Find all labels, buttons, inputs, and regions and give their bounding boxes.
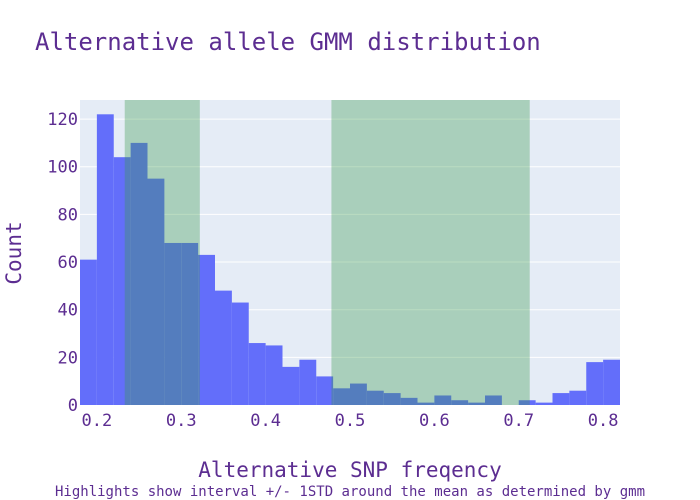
y-tick-label: 40 [58,301,78,321]
y-tick-label: 60 [58,253,78,273]
x-tick-label: 0.7 [503,411,534,431]
histogram-bar [147,178,165,405]
y-tick-label: 120 [47,110,78,130]
x-tick-label: 0.8 [588,411,619,431]
histogram-bar [383,393,401,405]
histogram-bar [198,254,215,405]
histogram-bar [400,397,418,405]
x-tick-label: 0.3 [166,411,197,431]
x-axis-ticks: 0.2 0.3 0.4 0.5 0.6 0.7 0.8 [82,411,619,431]
x-tick-label: 0.2 [82,411,113,431]
y-tick-label: 0 [68,396,78,416]
histogram-bar [80,259,97,405]
x-tick-label: 0.5 [335,411,366,431]
histogram-bar [299,359,317,405]
histogram-bar [164,242,182,405]
histogram-bar [552,393,570,405]
highlight-intervals [124,100,530,405]
histogram-bar [265,345,283,405]
histogram-bar [282,366,300,405]
histogram-bar [248,343,266,405]
histogram-bar [417,402,435,405]
histogram-bar [181,242,199,405]
histogram-bar [485,395,502,405]
histogram-bar [518,400,536,405]
y-axis-title: Count [2,221,26,284]
histogram-bar [231,302,249,405]
histogram-bar [468,402,485,405]
histogram-bar [333,388,350,405]
x-tick-label: 0.4 [250,411,281,431]
histogram-bar [130,142,148,405]
histogram-bar [215,290,232,405]
y-axis-ticks: 0 20 40 60 80 100 120 [47,110,78,416]
histogram-bar [96,114,114,405]
y-tick-label: 100 [47,158,78,178]
chart-title: Alternative allele GMM distribution [35,28,541,56]
histogram-bar [603,359,620,405]
x-tick-label: 0.6 [419,411,450,431]
histogram-bar [350,383,367,405]
highlight-interval [124,100,200,405]
y-tick-label: 80 [58,205,78,225]
footnote-annotation: Highlights show interval +/- 1STD around… [55,484,645,500]
histogram-bar [535,402,553,405]
histogram-bar [113,157,131,405]
histogram-bar [451,400,469,405]
highlight-interval [331,100,530,405]
x-axis-title: Alternative SNP freqency [198,458,501,482]
histogram-bars [80,114,620,405]
y-tick-label: 20 [58,348,78,368]
histogram-bar [434,395,452,405]
histogram-bar [316,376,334,405]
histogram-bar [366,390,384,405]
histogram-bar [569,390,587,405]
histogram-bar [586,362,604,405]
